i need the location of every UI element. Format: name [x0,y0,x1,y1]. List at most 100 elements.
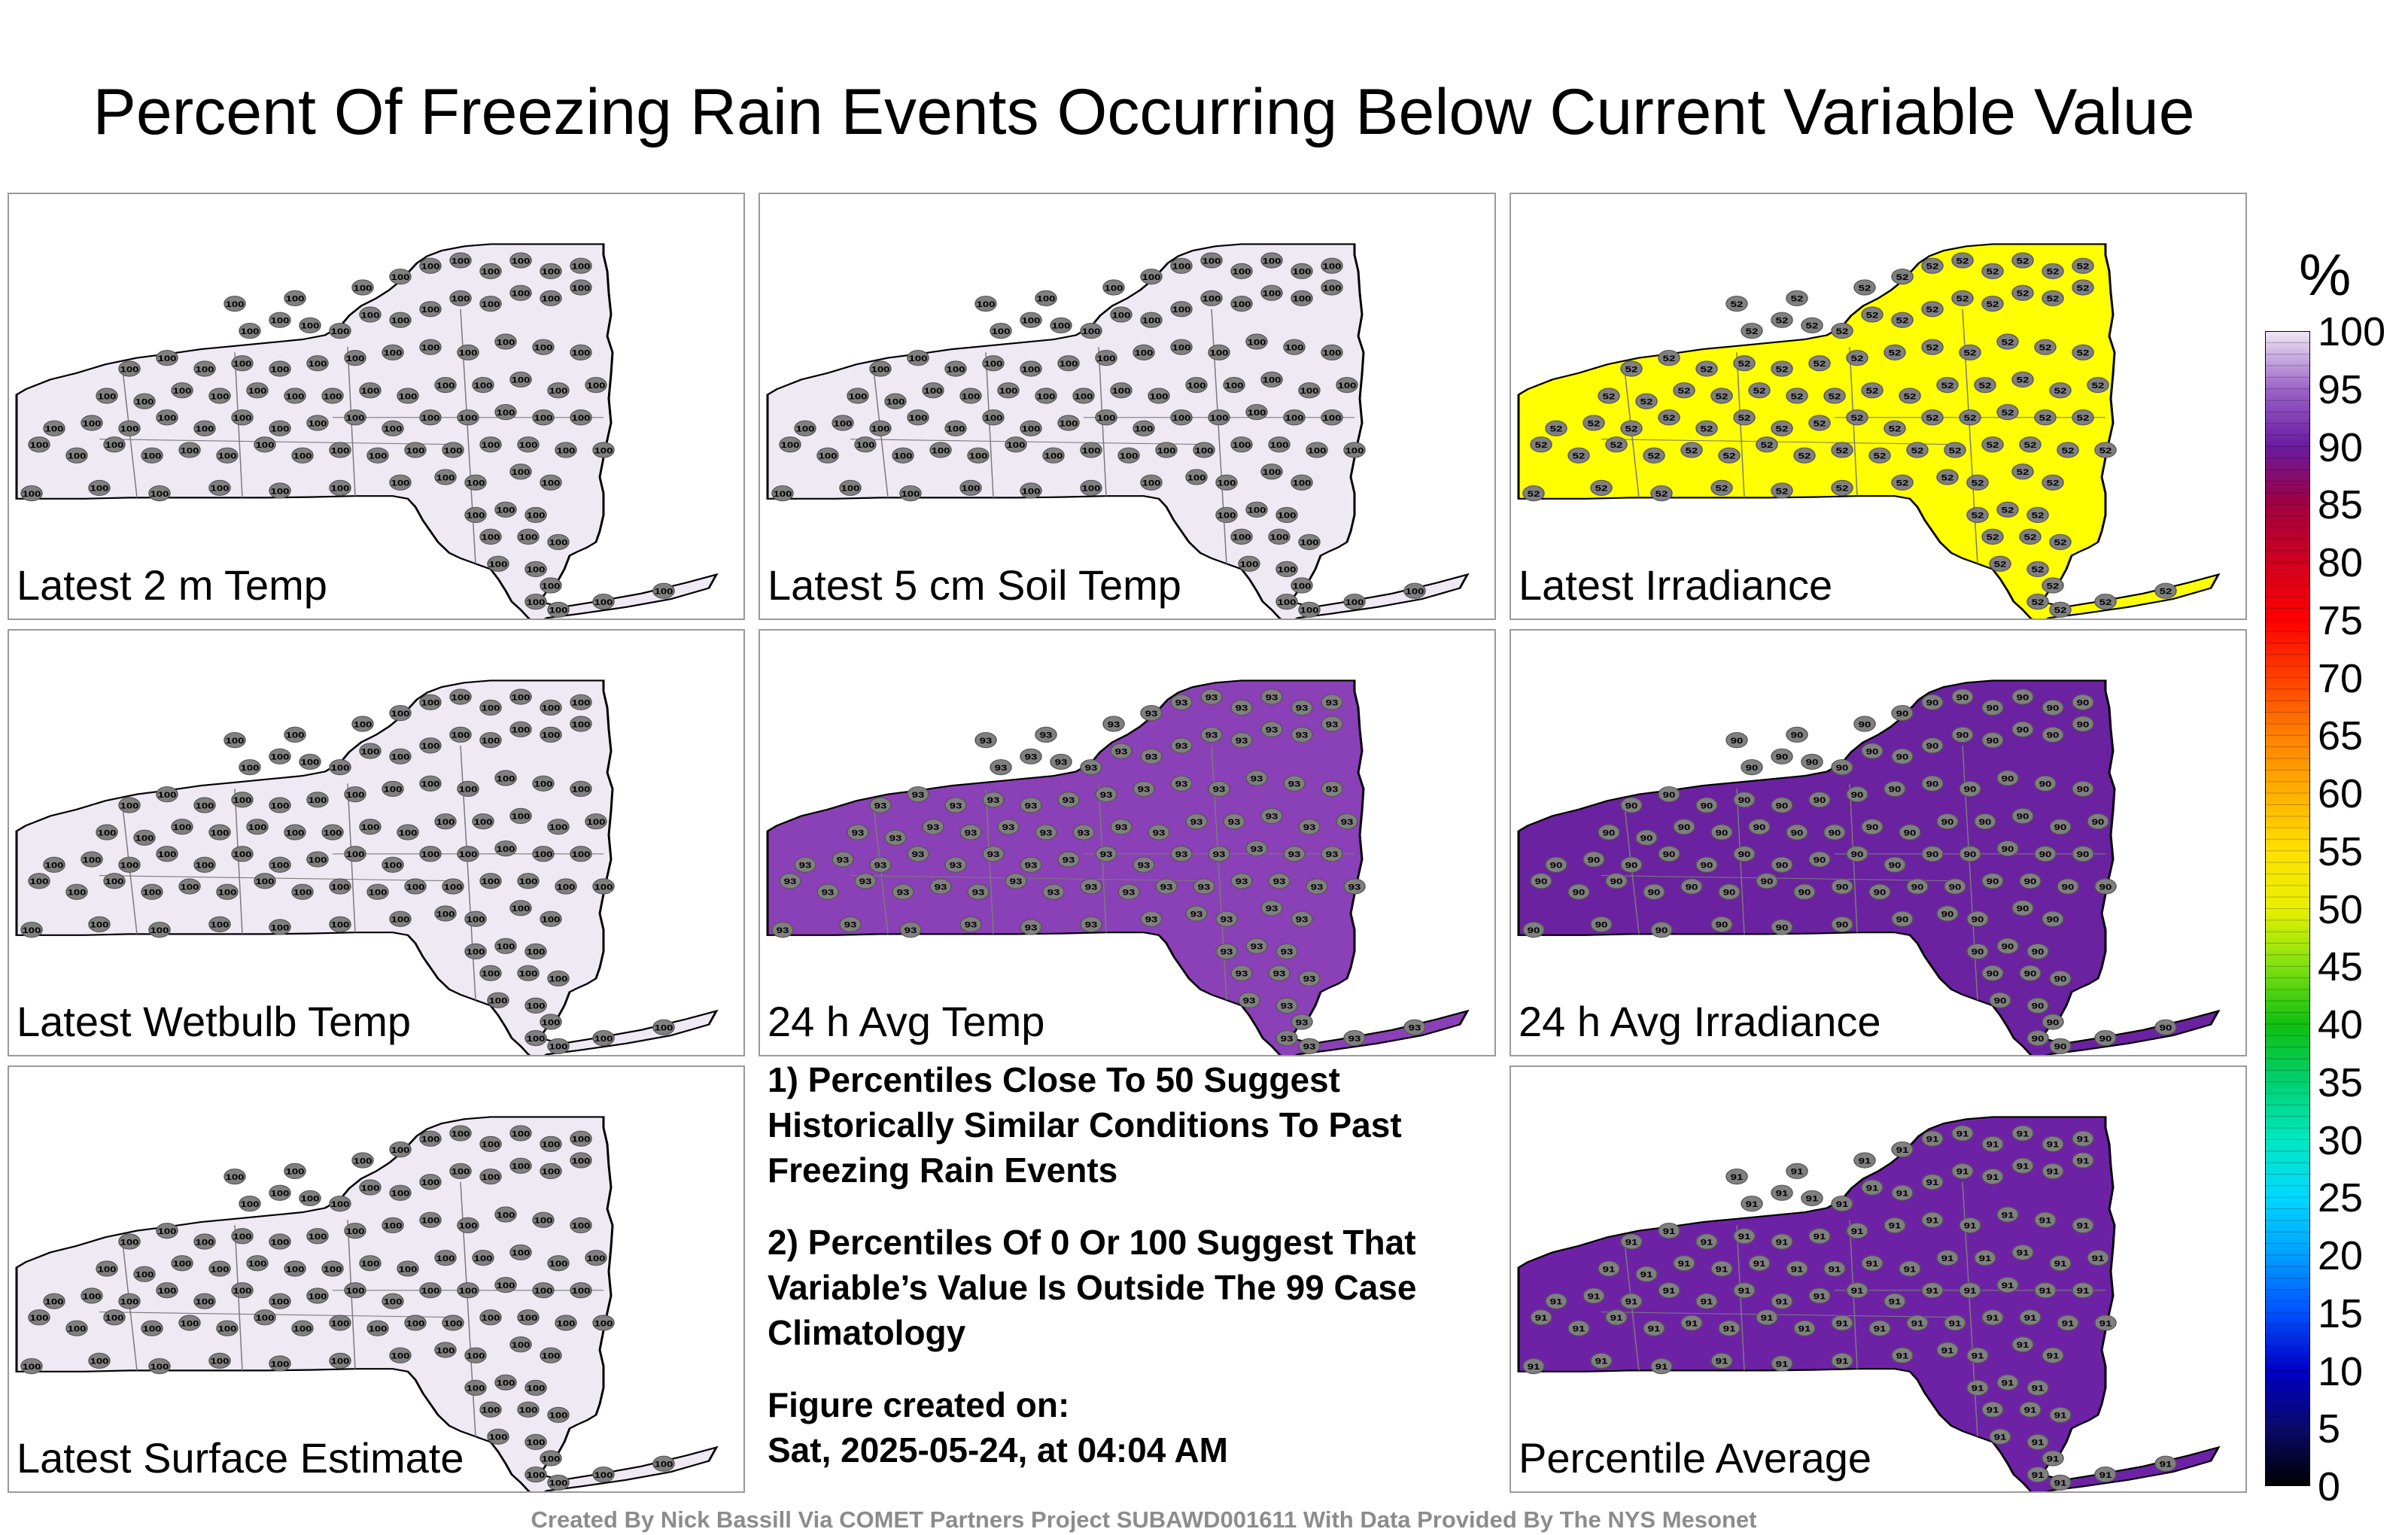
station-value: 91 [1663,1226,1676,1236]
station-marker [457,409,479,426]
station-value: 100 [384,785,403,794]
station-value: 100 [655,1023,673,1032]
station-value: 52 [1753,386,1766,395]
ny-state-map: 9393939393939393939393939393939393939393… [766,679,1470,1055]
station-value: 100 [23,1362,41,1371]
station-marker [1283,846,1306,862]
station-marker [959,388,982,404]
station-marker [329,1315,351,1331]
station-marker [1117,447,1140,464]
station-value: 90 [1987,736,1999,745]
station-value: 90 [1776,923,1789,932]
station-value: 100 [309,1291,327,1300]
station-marker [2072,257,2094,274]
county-boundary [99,875,461,882]
station-marker [1981,528,2004,545]
station-marker [540,474,562,491]
station-value: 52 [1972,479,1984,488]
station-value: 52 [1716,391,1728,400]
station-value: 93 [777,926,789,935]
station-value: 100 [549,1042,568,1051]
station-value: 100 [256,440,275,449]
station-value: 100 [331,920,350,929]
footer-credit: Created By Nick Bassill Via COMET Partne… [531,1506,1757,1533]
station-value: 100 [1248,408,1266,417]
station-marker [1620,1233,1643,1250]
station-marker [1891,1347,1914,1363]
station-marker [547,533,570,551]
station-value: 100 [1233,440,1251,449]
station-value: 100 [1022,364,1041,373]
station-marker [1786,824,1808,840]
station-value: 100 [391,316,410,325]
legend-tick-label: 65 [2318,713,2364,759]
station-value: 91 [1896,1145,1909,1154]
station-marker [1095,786,1117,803]
station-marker [2019,1401,2042,1418]
station-value: 52 [1776,316,1789,325]
station-value: 90 [1798,888,1811,897]
station-value: 91 [1874,1324,1887,1333]
station-value: 100 [436,381,455,390]
station-value: 52 [1979,381,1992,390]
station-marker [148,921,171,938]
station-value: 100 [1263,256,1282,265]
station-value: 90 [1956,731,1969,740]
station-value: 100 [211,1264,230,1273]
station-marker [509,464,532,480]
station-value: 93 [799,861,812,870]
station-value: 100 [309,359,327,368]
station-value: 90 [1746,763,1759,772]
station-value: 100 [30,440,49,449]
station-marker [2011,1336,2034,1353]
station-value: 100 [572,1286,591,1295]
station-marker [1831,442,1853,458]
station-marker [246,1255,269,1272]
station-marker [118,1293,141,1309]
station-value: 93 [1303,822,1316,831]
station-marker [464,474,487,491]
station-marker [479,1135,502,1153]
legend-tick-label: 85 [2318,482,2364,528]
station-marker [967,447,990,464]
station-value: 91 [2077,1286,2090,1295]
station-value: 100 [181,882,199,891]
station-value: 100 [451,692,470,701]
station-marker [487,555,509,572]
station-value: 100 [241,763,260,772]
panel-label: Latest Surface Estimate [17,1434,464,1482]
station-value: 100 [421,741,440,750]
station-marker [1102,279,1125,296]
station-value: 93 [1326,719,1339,728]
station-value: 100 [1233,267,1251,276]
station-value: 100 [467,479,485,488]
station-value: 90 [1941,817,1954,826]
station-value: 90 [2099,1034,2112,1043]
station-value: 100 [391,915,410,924]
station-marker [1230,731,1253,749]
station-marker [2049,1038,2072,1055]
station-marker [2094,1029,2117,1047]
station-marker [517,1309,540,1326]
station-marker [1283,775,1306,792]
station-value: 91 [1716,1357,1728,1366]
station-value: 100 [331,445,350,454]
station-marker [1620,856,1643,873]
station-value: 100 [346,354,365,363]
station-value: 91 [1678,1259,1691,1268]
station-value: 100 [534,343,553,352]
station-value: 100 [451,256,470,265]
station-marker [1080,479,1102,497]
station-marker [1673,382,1695,399]
station-value: 91 [1926,1286,1939,1295]
station-value: 91 [1964,1286,1977,1295]
station-value: 100 [241,1199,260,1208]
station-marker [652,1455,675,1472]
station-marker [524,1466,547,1483]
station-value: 52 [1911,445,1924,454]
station-value: 100 [331,327,350,336]
station-marker [1921,409,1944,426]
station-marker [1771,797,1793,813]
station-value: 90 [1956,692,1969,701]
station-marker [570,409,592,426]
